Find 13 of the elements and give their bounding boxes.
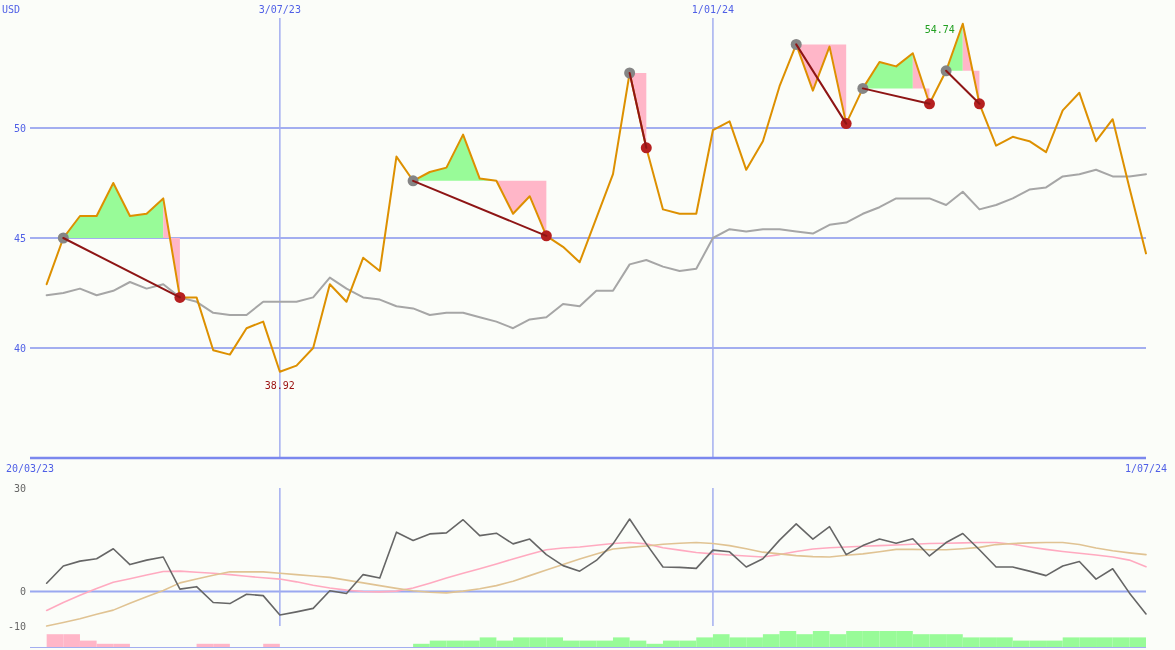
y-tick-label: 50: [13, 122, 26, 134]
y-tick-label: -10: [7, 620, 26, 632]
x-tick-label: 20/03/23: [5, 463, 55, 474]
y-tick-label: 40: [13, 342, 26, 354]
annotation: 54.74: [924, 23, 955, 35]
x-tick-label: 1/07/24: [1124, 463, 1168, 474]
y-tick-label: 30: [13, 482, 26, 494]
annotation: 38.92: [264, 379, 295, 391]
y-tick-label: 45: [13, 232, 26, 244]
x2-tick-label: 3/07/23: [258, 4, 301, 15]
y-tick-label: 0: [19, 586, 26, 597]
x2-tick-label: 1/01/24: [691, 4, 734, 15]
y-axis-title: USD: [2, 4, 21, 15]
